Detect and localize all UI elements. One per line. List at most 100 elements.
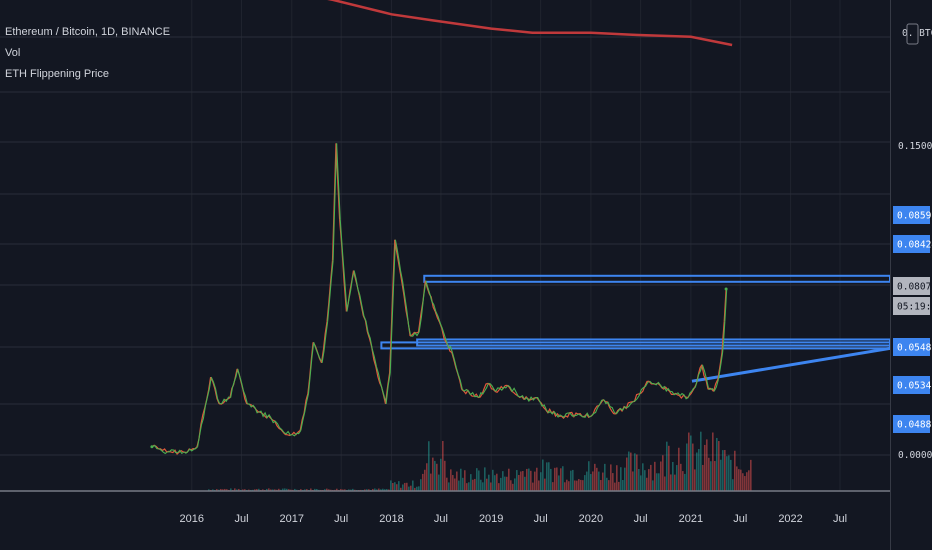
volume-bar: [438, 474, 440, 491]
volume-bar: [538, 480, 540, 491]
price-label: 0.085954: [897, 211, 932, 222]
volume-bar: [698, 449, 700, 491]
time-tick-label: 2017: [280, 513, 304, 525]
price-label: 0.080736: [897, 282, 932, 293]
volume-bar: [496, 473, 498, 491]
legend-indicator[interactable]: ETH Flippening Price: [5, 68, 109, 80]
volume-bar: [742, 473, 744, 491]
volume-bar: [294, 488, 296, 491]
volume-bar: [514, 478, 516, 491]
volume-bar: [566, 479, 568, 491]
volume-bar: [630, 452, 632, 491]
volume-bar: [580, 479, 582, 491]
volume-bar: [542, 459, 544, 491]
flippening-price-line: [327, 0, 733, 47]
price-segment-up: [722, 321, 726, 353]
price-segment-up: [219, 396, 231, 405]
trend-line: [691, 346, 891, 383]
volume-bar: [442, 440, 444, 491]
volume-bar: [440, 458, 442, 491]
volume-bar: [300, 489, 302, 491]
volume-bar: [454, 478, 456, 491]
volume-bar: [734, 450, 736, 491]
volume-bar: [324, 489, 326, 491]
time-axis[interactable]: 2016 Jul 2017 Jul 2018 Jul 2019 Jul 2020 Jul 2021 J…: [0, 490, 890, 525]
price-scale[interactable]: 0. BTC 0 0.150000 0.000000 0.085954 0.084243…: [890, 0, 932, 550]
volume-bar: [724, 449, 726, 491]
volume-bar: [314, 488, 316, 491]
scale-mode-button: [906, 23, 919, 45]
price-segment-up: [336, 143, 341, 220]
volume-bar: [632, 471, 634, 491]
volume-bar: [268, 488, 270, 491]
price-segment-up: [353, 270, 361, 296]
price-segment-up: [591, 399, 604, 417]
volume-bar: [532, 482, 534, 491]
volume-bar: [474, 478, 476, 491]
price-segment-up: [339, 219, 348, 312]
volume-bar: [524, 476, 526, 491]
volume-bar: [744, 476, 746, 491]
volume-bar: [546, 462, 548, 491]
volume-bar: [640, 475, 642, 491]
volume-bar: [258, 488, 260, 491]
volume-bar: [604, 463, 606, 491]
volume-bar: [656, 473, 658, 491]
legend-volume[interactable]: Vol: [5, 47, 21, 59]
volume-bar: [638, 468, 640, 491]
volume-bar: [310, 488, 312, 491]
price-segment-up: [724, 288, 728, 322]
price-segment-up: [327, 260, 334, 322]
price-segment-up: [394, 239, 402, 271]
volume-bar: [520, 471, 522, 491]
volume-bar: [382, 488, 384, 491]
price-label-box: [893, 415, 930, 433]
volume-bar: [670, 474, 672, 491]
volume-bar: [386, 489, 388, 491]
volume-bar: [554, 467, 556, 491]
volume-bar: [390, 480, 392, 491]
price-segment-up: [270, 417, 285, 433]
volume-bar: [504, 476, 506, 491]
volume-bar: [256, 489, 258, 491]
price-segment: [717, 352, 723, 380]
volume-bar: [402, 484, 404, 491]
price-segment-up: [410, 331, 420, 337]
volume-bar: [288, 489, 290, 491]
volume-bar: [590, 474, 592, 491]
volume-bar: [444, 460, 446, 491]
volume-bar: [398, 481, 400, 491]
volume-bar: [222, 489, 224, 491]
price-segment-up: [359, 294, 369, 333]
volume-bar: [746, 472, 748, 491]
price-segment: [669, 391, 680, 397]
legend-symbol[interactable]: Ethereum / Bitcoin, 1D, BINANCE: [5, 26, 171, 38]
time-tick-label: 2020: [579, 513, 603, 525]
price-segment-up: [603, 399, 617, 415]
volume-bar: [610, 464, 612, 491]
price-segment-up: [399, 270, 412, 337]
volume-bar: [660, 461, 662, 491]
volume-bar: [716, 437, 718, 491]
volume-bar: [704, 444, 706, 491]
volume-bar: [450, 469, 452, 491]
volume-bar: [586, 471, 588, 491]
volume-bar: [242, 489, 244, 491]
price-label-box: [893, 277, 930, 295]
price-series: [150, 0, 733, 455]
volume-bar: [624, 467, 626, 491]
volume-bar: [582, 480, 584, 491]
volume-bar: [564, 482, 566, 491]
volume-bar: [696, 452, 698, 491]
volume-bar: [600, 480, 602, 491]
volume-bar: [608, 480, 610, 491]
volume-bar: [614, 482, 616, 491]
volume-bar: [534, 471, 536, 491]
volume-bar: [286, 488, 288, 491]
volume-bar: [636, 454, 638, 491]
volume-bar: [208, 489, 210, 491]
volume-bar: [702, 464, 704, 491]
price-segment-up: [385, 372, 391, 404]
volume-bar: [470, 474, 472, 491]
